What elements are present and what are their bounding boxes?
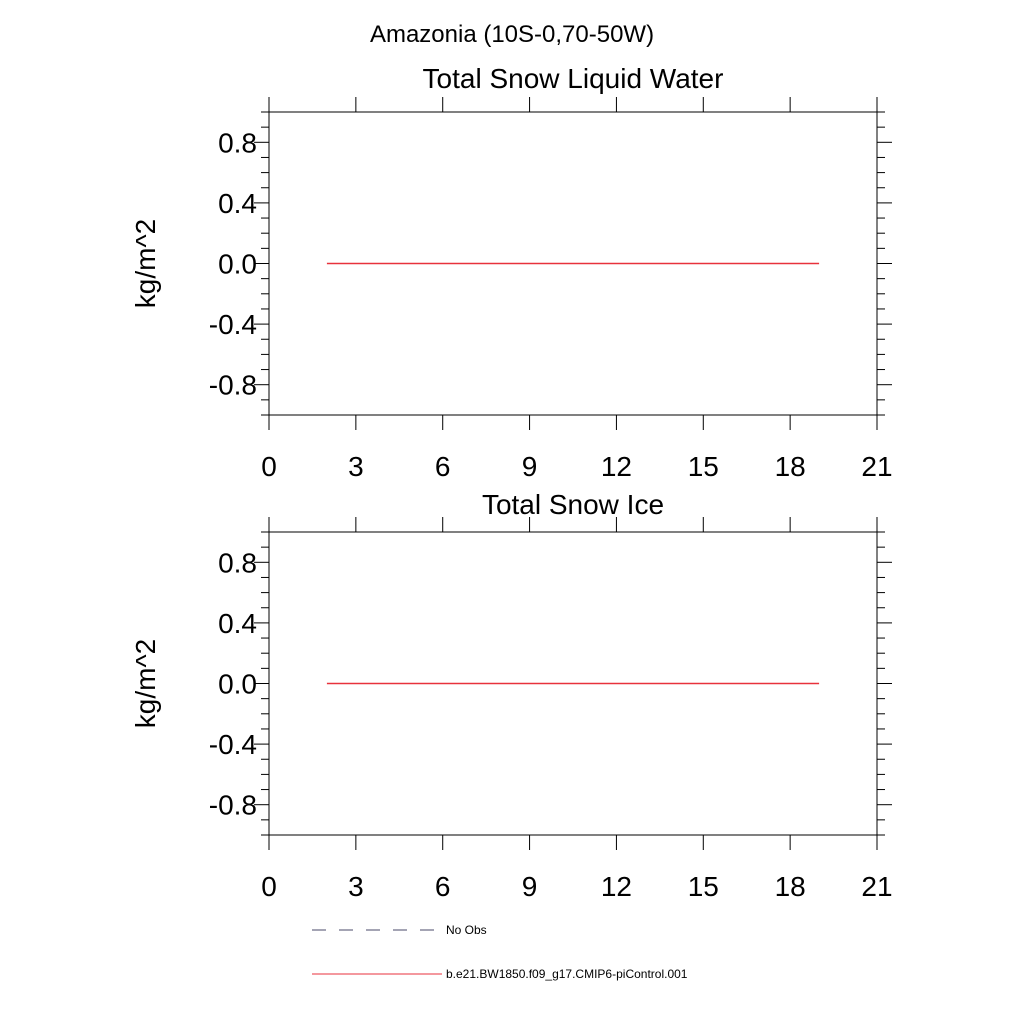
chart0-ytick-label: -0.4: [209, 309, 257, 340]
chart0-xtick-label: 12: [601, 451, 632, 482]
chart1-ytick-label: 0.4: [218, 608, 257, 639]
legend-label-control-run: b.e21.BW1850.f09_g17.CMIP6-piControl.001: [446, 967, 688, 981]
chart0-ylabel: kg/m^2: [130, 219, 161, 308]
chart1-xtick-label: 15: [688, 871, 719, 902]
chart0-ytick-label: -0.8: [209, 370, 257, 401]
panel-snow-ice: Total Snow Ice 0 3 6 9 12 15 18 21 -0.8 -0.4 0.0 0.4…: [130, 489, 893, 902]
chart0-ytick-label: 0.4: [218, 188, 257, 219]
chart1-xtick-label: 0: [261, 871, 277, 902]
chart0-xtick-label: 3: [348, 451, 364, 482]
chart0-xtick-label: 9: [522, 451, 538, 482]
chart0-xtick-label: 15: [688, 451, 719, 482]
chart0-ytick-label: 0.8: [218, 127, 257, 158]
chart1-ytick-label: -0.4: [209, 729, 257, 760]
chart1-xtick-label: 3: [348, 871, 364, 902]
figure-title: Amazonia (10S-0,70-50W): [370, 21, 654, 48]
chart0-xtick-label: 18: [775, 451, 806, 482]
chart1-xtick-label: 9: [522, 871, 538, 902]
chart1-ytick-label: 0.0: [218, 669, 257, 700]
chart0-ytick-label: 0.0: [218, 249, 257, 280]
chart1-xtick-label: 6: [435, 871, 451, 902]
panel-snow-liquid-water: Total Snow Liquid Water 0 3 6 9 12 15 18 21 -0.8 -…: [130, 63, 893, 482]
chart1-ytick-label: -0.8: [209, 790, 257, 821]
chart0-xtick-label: 0: [261, 451, 277, 482]
chart1-xtick-label: 18: [775, 871, 806, 902]
chart1-xtick-label: 21: [861, 871, 892, 902]
chart0-xtick-label: 6: [435, 451, 451, 482]
chart1-ytick-label: 0.8: [218, 547, 257, 578]
chart0-xtick-label: 21: [861, 451, 892, 482]
chart0-title: Total Snow Liquid Water: [423, 63, 724, 94]
chart1-xtick-label: 12: [601, 871, 632, 902]
legend: No Obs b.e21.BW1850.f09_g17.CMIP6-piCont…: [312, 923, 688, 981]
chart1-ylabel: kg/m^2: [130, 639, 161, 728]
chart1-title: Total Snow Ice: [482, 489, 664, 520]
legend-label-no-obs: No Obs: [446, 923, 487, 937]
